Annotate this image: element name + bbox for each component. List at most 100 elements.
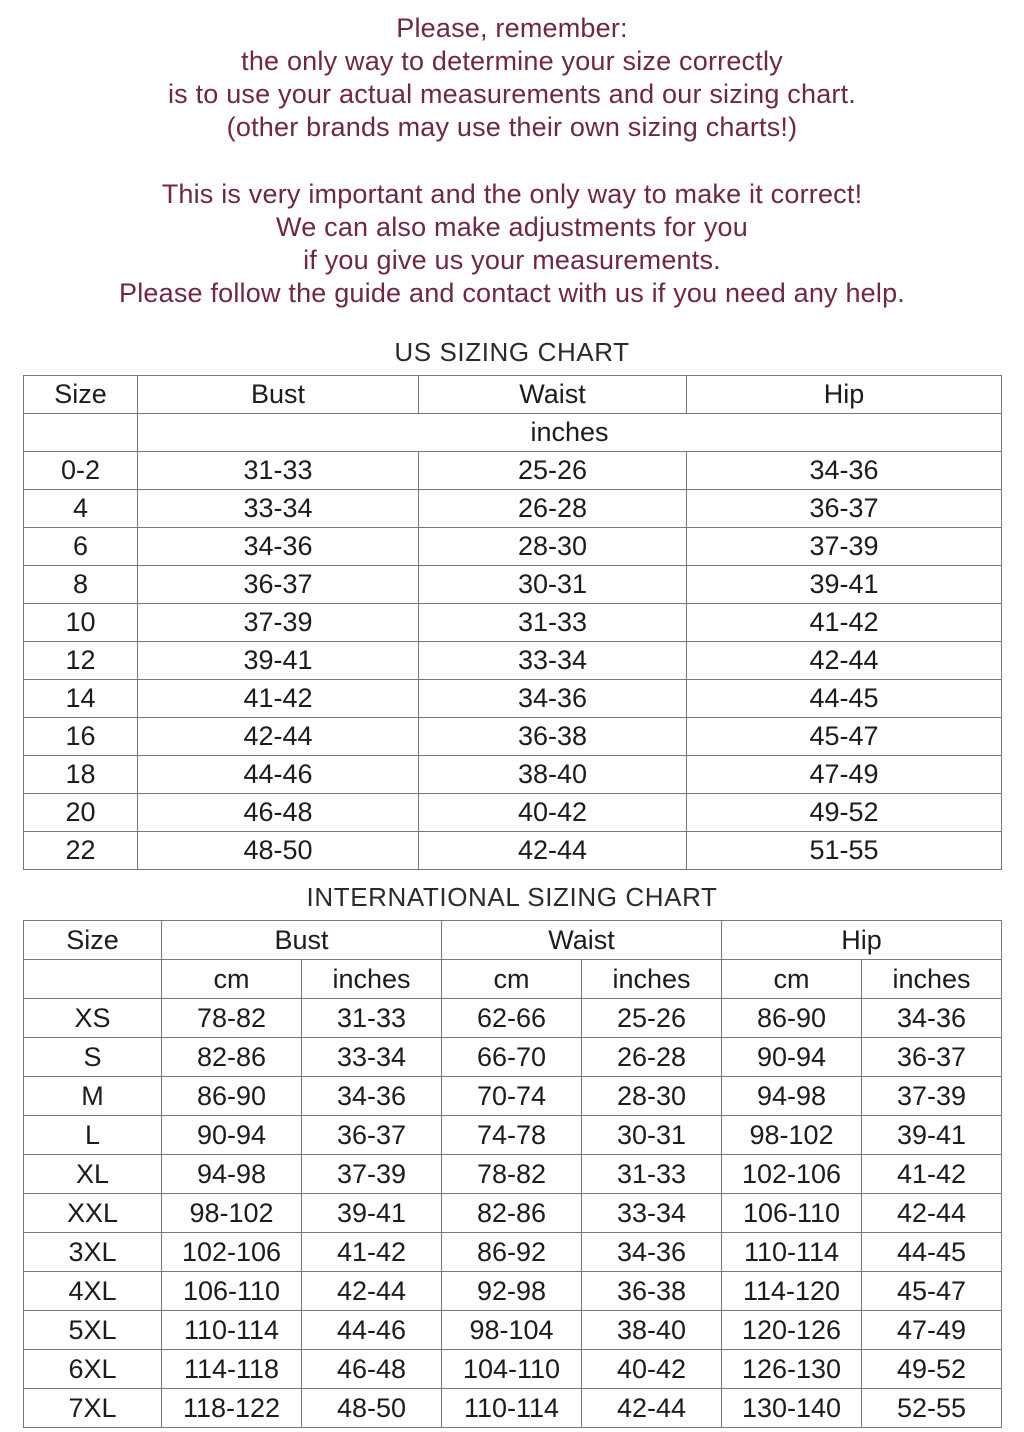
table-cell-bust: 36-37 [137, 565, 419, 604]
table-cell-hip_cm: 110-114 [721, 1232, 862, 1272]
table-cell-size: 6 [23, 527, 138, 566]
units-label-cell-hip-cm: cm [721, 959, 862, 999]
table-cell-hip_in: 44-45 [860, 1232, 1003, 1272]
intro-line: (other brands may use their own sizing c… [226, 112, 798, 142]
units-label-cell-hip-in: inches [860, 959, 1003, 999]
table-cell-waist_in: 36-38 [581, 1271, 722, 1311]
table-cell-waist_in: 30-31 [581, 1115, 722, 1155]
units-label-cell-bust-cm: cm [161, 959, 302, 999]
intl-header-row: Size Bust Waist Hip [23, 920, 1003, 960]
table-cell-waist: 42-44 [418, 831, 687, 870]
table-row: 20 46-48 40-42 49-52 [23, 793, 1002, 832]
table-cell-waist_in: 25-26 [581, 998, 722, 1038]
intl-units-row: cm inches cm inches cm inches [23, 959, 1003, 999]
table-cell-waist_cm: 86-92 [441, 1232, 582, 1272]
table-cell-hip_cm: 86-90 [721, 998, 862, 1038]
table-cell-bust: 46-48 [137, 793, 419, 832]
table-cell-waist_in: 40-42 [581, 1349, 722, 1389]
intro-line: We can also make adjustments for you [276, 212, 748, 242]
table-cell-bust_in: 34-36 [301, 1076, 442, 1116]
table-cell-bust_in: 48-50 [301, 1388, 442, 1428]
table-cell-bust_in: 36-37 [301, 1115, 442, 1155]
international-sizing-table: Size Bust Waist Hip cm inches cm inches … [23, 920, 1003, 1428]
table-cell-size: XL [23, 1154, 162, 1194]
table-row: 16 42-44 36-38 45-47 [23, 717, 1002, 756]
units-label-cell-bust-in: inches [301, 959, 442, 999]
table-cell-waist_cm: 66-70 [441, 1037, 582, 1077]
table-cell-hip: 44-45 [686, 679, 1002, 718]
table-cell-bust_cm: 86-90 [161, 1076, 302, 1116]
table-row: 4XL 106-110 42-44 92-98 36-38 114-120 45-47 [23, 1271, 1003, 1311]
table-cell-hip_in: 45-47 [860, 1271, 1003, 1311]
table-row: 14 41-42 34-36 44-45 [23, 679, 1002, 718]
table-cell-hip_in: 37-39 [860, 1076, 1003, 1116]
table-row: 5XL 110-114 44-46 98-104 38-40 120-126 47-49 [23, 1310, 1003, 1350]
table-cell-bust_cm: 110-114 [161, 1310, 302, 1350]
table-cell-waist: 36-38 [418, 717, 687, 756]
table-cell-bust_in: 46-48 [301, 1349, 442, 1389]
table-cell-size: 4 [23, 489, 138, 528]
table-cell-bust: 39-41 [137, 641, 419, 680]
intro-text: Please, remember: the only way to determ… [0, 0, 1024, 310]
table-cell-hip_cm: 106-110 [721, 1193, 862, 1233]
intro-line: Please, remember: [396, 13, 628, 43]
table-cell-bust_cm: 78-82 [161, 998, 302, 1038]
table-row: 18 44-46 38-40 47-49 [23, 755, 1002, 794]
table-cell-size: 7XL [23, 1388, 162, 1428]
table-cell-waist_cm: 70-74 [441, 1076, 582, 1116]
column-header-bust: Bust [137, 375, 419, 414]
table-cell-bust_cm: 98-102 [161, 1193, 302, 1233]
intro-line: Please follow the guide and contact with… [118, 278, 905, 308]
table-cell-hip_in: 41-42 [860, 1154, 1003, 1194]
table-cell-waist: 28-30 [418, 527, 687, 566]
table-cell-size: 0-2 [23, 451, 138, 490]
table-cell-size: L [23, 1115, 162, 1155]
table-cell-bust: 41-42 [137, 679, 419, 718]
table-cell-bust_cm: 106-110 [161, 1271, 302, 1311]
table-cell-waist_cm: 74-78 [441, 1115, 582, 1155]
table-cell-bust_cm: 82-86 [161, 1037, 302, 1077]
table-cell-hip: 41-42 [686, 603, 1002, 642]
table-cell-hip: 45-47 [686, 717, 1002, 756]
table-cell-size: 12 [23, 641, 138, 680]
table-row: 22 48-50 42-44 51-55 [23, 831, 1002, 870]
table-row: XL 94-98 37-39 78-82 31-33 102-106 41-42 [23, 1154, 1003, 1194]
intro-paragraph-importance: This is very important and the only way … [0, 178, 1024, 310]
table-row: XS 78-82 31-33 62-66 25-26 86-90 34-36 [23, 998, 1003, 1038]
table-cell-hip: 49-52 [686, 793, 1002, 832]
table-cell-hip: 34-36 [686, 451, 1002, 490]
table-row: M 86-90 34-36 70-74 28-30 94-98 37-39 [23, 1076, 1003, 1116]
table-cell-waist: 34-36 [418, 679, 687, 718]
table-cell-hip_in: 52-55 [860, 1388, 1003, 1428]
table-cell-bust_in: 37-39 [301, 1154, 442, 1194]
table-cell-size: 22 [23, 831, 138, 870]
table-row: 3XL 102-106 41-42 86-92 34-36 110-114 44-45 [23, 1232, 1003, 1272]
units-label-cell: inches [137, 413, 1002, 452]
table-cell-hip: 47-49 [686, 755, 1002, 794]
table-cell-bust_in: 41-42 [301, 1232, 442, 1272]
table-cell-waist: 38-40 [418, 755, 687, 794]
column-header-hip: Hip [686, 375, 1002, 414]
table-cell-hip_in: 42-44 [860, 1193, 1003, 1233]
table-cell-waist: 31-33 [418, 603, 687, 642]
table-cell-hip_in: 39-41 [860, 1115, 1003, 1155]
units-label-cell-waist-in: inches [581, 959, 722, 999]
table-row: 6 34-36 28-30 37-39 [23, 527, 1002, 566]
table-cell-bust_cm: 94-98 [161, 1154, 302, 1194]
table-cell-hip_cm: 114-120 [721, 1271, 862, 1311]
intro-paragraph-reminder: Please, remember: the only way to determ… [0, 12, 1024, 144]
table-row: 4 33-34 26-28 36-37 [23, 489, 1002, 528]
table-cell-bust: 44-46 [137, 755, 419, 794]
table-cell-size: 20 [23, 793, 138, 832]
table-cell-waist_cm: 92-98 [441, 1271, 582, 1311]
table-row: 6XL 114-118 46-48 104-110 40-42 126-130 49-52 [23, 1349, 1003, 1389]
us-chart-title: US SIZING CHART [394, 337, 630, 367]
table-cell-waist_in: 33-34 [581, 1193, 722, 1233]
units-label-cell-waist-cm: cm [441, 959, 582, 999]
intro-line: This is very important and the only way … [161, 179, 863, 209]
table-cell-waist: 25-26 [418, 451, 687, 490]
table-cell-hip_in: 34-36 [860, 998, 1003, 1038]
table-row: S 82-86 33-34 66-70 26-28 90-94 36-37 [23, 1037, 1003, 1077]
table-cell-hip: 39-41 [686, 565, 1002, 604]
table-cell-waist: 33-34 [418, 641, 687, 680]
